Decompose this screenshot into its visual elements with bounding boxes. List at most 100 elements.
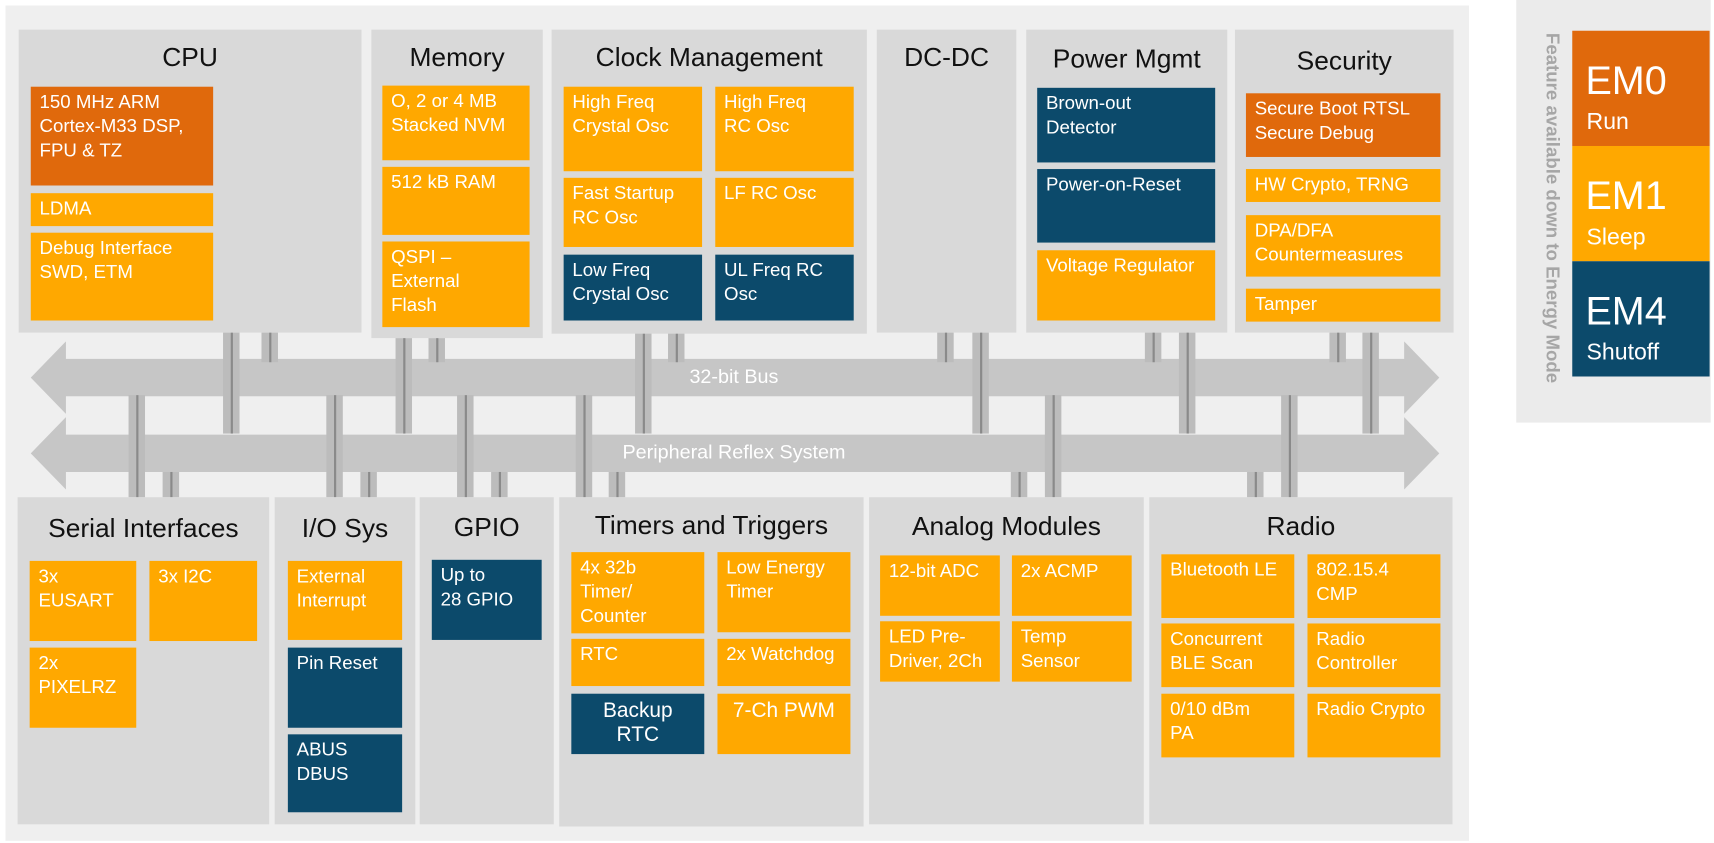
connector-line	[583, 395, 586, 498]
feature-block	[1037, 87, 1216, 163]
legend-caption: Feature available down to Energy Mode	[1542, 33, 1563, 383]
legend-swatch	[1572, 261, 1710, 377]
feature-label: LED Pre-	[889, 626, 966, 647]
group-title: DC-DC	[904, 42, 989, 72]
feature-label: CMP	[1316, 583, 1357, 604]
group-title: Clock Management	[596, 42, 824, 72]
feature-label: HW Crypto, TRNG	[1255, 173, 1409, 194]
feature-label: DPA/DFA	[1255, 220, 1334, 241]
feature-block	[880, 621, 1000, 682]
connector-line	[1152, 332, 1155, 363]
group-title: Analog Modules	[912, 511, 1101, 541]
feature-label: Flash	[391, 294, 437, 315]
feature-label: Power-on-Reset	[1046, 173, 1182, 194]
feature-block	[1245, 215, 1441, 277]
connector-line	[334, 395, 337, 498]
feature-block	[1161, 693, 1295, 758]
feature-label: 2x ACMP	[1021, 560, 1099, 581]
feature-block	[287, 560, 403, 640]
feature-label: Concurrent	[1170, 628, 1263, 649]
connector-line	[1186, 332, 1189, 434]
connector-line	[464, 395, 467, 498]
feature-label: Pin Reset	[297, 652, 379, 673]
feature-label: O, 2 or 4 MB	[391, 90, 497, 111]
feature-label: RC Osc	[724, 115, 789, 136]
feature-label: Low Energy	[726, 557, 825, 578]
connector-line	[944, 332, 948, 363]
group-box	[419, 497, 554, 825]
feature-block	[30, 232, 214, 321]
feature-block	[30, 193, 214, 227]
feature-label: RC Osc	[572, 206, 637, 227]
feature-block	[715, 254, 854, 321]
feature-label: Voltage Regulator	[1046, 255, 1194, 276]
feature-block	[571, 693, 705, 755]
feature-block	[1245, 169, 1441, 202]
feature-block	[1307, 623, 1441, 688]
feature-block	[382, 241, 530, 328]
bus-arrow	[30, 417, 1440, 490]
connector-line	[1370, 332, 1373, 434]
legend-mode-label: Sleep	[1587, 223, 1646, 249]
group-title: Security	[1297, 46, 1393, 76]
feature-label: Crystal Osc	[572, 115, 668, 136]
feature-block	[563, 177, 703, 247]
feature-block	[382, 166, 530, 235]
feature-label: Timer/	[580, 581, 633, 602]
feature-block	[1037, 169, 1216, 243]
connector-line	[136, 395, 139, 498]
feature-label: PIXELRZ	[38, 676, 116, 697]
feature-block	[1245, 288, 1441, 322]
legend-swatch	[1572, 30, 1710, 146]
feature-label: Secure Boot RTSL	[1255, 98, 1410, 119]
feature-label: Countermeasures	[1255, 244, 1403, 265]
connector-line	[403, 338, 406, 434]
connector-line	[1052, 395, 1055, 498]
connector-line	[368, 471, 371, 498]
bus-label: 32-bit Bus	[689, 366, 778, 388]
feature-block	[715, 177, 854, 247]
connector-line	[1288, 395, 1291, 498]
feature-block	[880, 555, 1000, 616]
feature-label: External	[297, 565, 365, 586]
feature-label: Controller	[1316, 652, 1397, 673]
legend-mode-label: Shutoff	[1587, 339, 1660, 365]
legend-mode-label: Run	[1587, 108, 1629, 134]
feature-block	[717, 552, 851, 633]
feature-block	[1307, 554, 1441, 618]
feature-label: Counter	[580, 605, 646, 626]
feature-block	[717, 693, 851, 755]
feature-block	[563, 86, 703, 172]
connector-line	[498, 471, 502, 498]
feature-label: SWD, ETM	[40, 261, 133, 282]
feature-block	[431, 559, 542, 640]
feature-block	[1161, 623, 1295, 688]
feature-label: EUSART	[38, 589, 113, 610]
feature-label: Interrupt	[297, 589, 367, 610]
connector-line	[642, 332, 645, 434]
feature-label: Fast Startup	[572, 182, 674, 203]
feature-label: High Freq	[724, 91, 806, 112]
feature-block	[715, 86, 854, 172]
feature-block	[571, 638, 705, 687]
feature-label: Radio Crypto	[1316, 698, 1425, 719]
feature-block	[1037, 250, 1216, 321]
feature-block	[563, 254, 703, 321]
feature-label: 512 kB RAM	[391, 171, 496, 192]
feature-label: RTC	[617, 723, 660, 746]
feature-block	[717, 638, 851, 687]
feature-label: 28 GPIO	[441, 588, 514, 609]
feature-label: Stacked NVM	[391, 114, 505, 135]
group-box	[876, 29, 1017, 333]
feature-label: UL Freq RC	[724, 259, 823, 280]
feature-label: Cortex-M33 DSP,	[40, 115, 184, 136]
feature-label: High Freq	[572, 91, 654, 112]
feature-label: 12-bit ADC	[889, 560, 979, 581]
feature-block	[149, 560, 258, 642]
feature-label: Sensor	[1021, 650, 1080, 671]
feature-label: Secure Debug	[1255, 122, 1374, 143]
feature-block	[287, 734, 403, 813]
feature-label: 3x	[38, 565, 58, 586]
feature-block	[1161, 554, 1295, 618]
